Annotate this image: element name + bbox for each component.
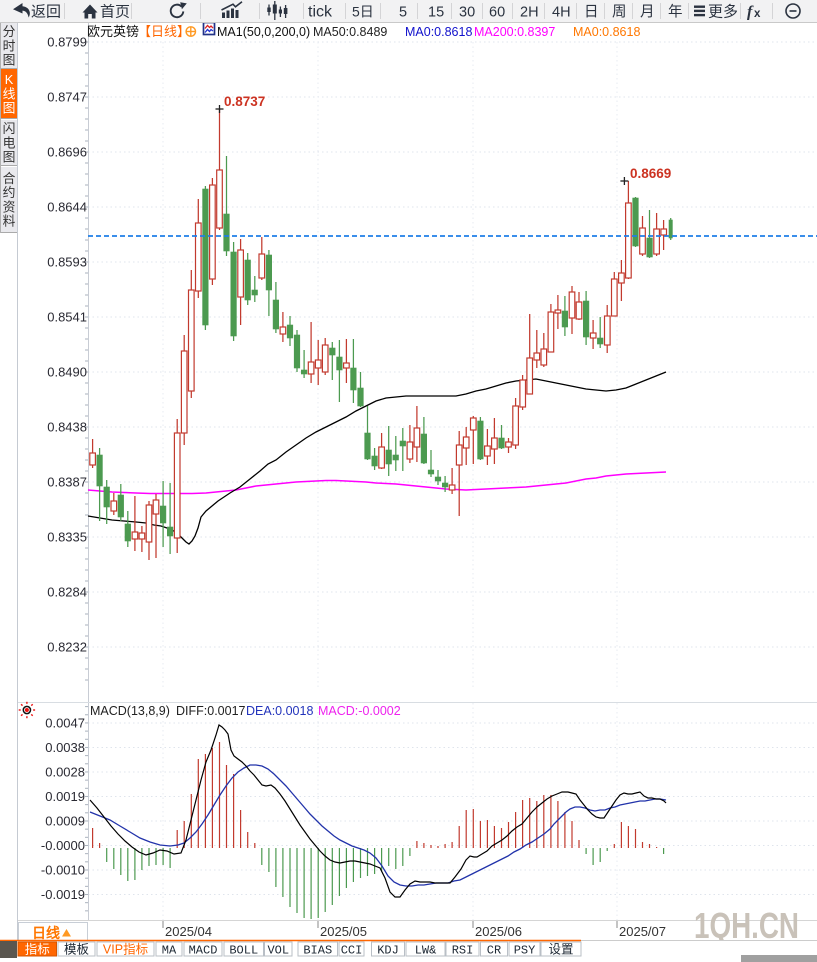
svg-text:MA0:0.8618: MA0:0.8618: [573, 25, 640, 39]
svg-text:分: 分: [3, 24, 16, 39]
svg-text:0.8593: 0.8593: [47, 255, 87, 270]
svg-text:0.8737: 0.8737: [224, 94, 265, 109]
svg-text:x: x: [754, 8, 761, 20]
svg-text:约: 约: [3, 185, 16, 200]
svg-text:0.0009: 0.0009: [45, 814, 85, 829]
svg-text:2025/06: 2025/06: [475, 924, 522, 939]
svg-text:KDJ: KDJ: [377, 944, 399, 958]
svg-text:日: 日: [584, 5, 599, 21]
svg-text:RSI: RSI: [452, 944, 474, 958]
svg-text:0.8799: 0.8799: [47, 35, 87, 50]
svg-text:线: 线: [3, 86, 16, 101]
svg-text:月: 月: [640, 5, 655, 21]
svg-text:0.8387: 0.8387: [47, 475, 87, 490]
svg-text:K: K: [5, 72, 14, 87]
svg-text:BOLL: BOLL: [229, 944, 258, 958]
svg-text:DEA:0.0018: DEA:0.0018: [246, 704, 313, 718]
svg-text:VIP指标: VIP指标: [103, 942, 148, 957]
svg-text:2025/07: 2025/07: [619, 924, 666, 939]
svg-text:更多: 更多: [708, 4, 738, 21]
svg-text:0.8747: 0.8747: [47, 90, 87, 105]
svg-text:返回: 返回: [31, 4, 61, 21]
svg-text:年: 年: [668, 4, 683, 21]
svg-text:CCI: CCI: [341, 944, 363, 958]
svg-text:MA200:0.8397: MA200:0.8397: [474, 25, 555, 39]
svg-text:时: 时: [3, 38, 16, 53]
svg-text:0.8335: 0.8335: [47, 530, 87, 545]
svg-text:图: 图: [3, 101, 16, 116]
svg-text:MACD:-0.0002: MACD:-0.0002: [318, 704, 401, 718]
svg-text:周: 周: [612, 5, 627, 21]
svg-text:图: 图: [3, 53, 16, 68]
svg-text:60: 60: [489, 5, 505, 21]
svg-text:VOL: VOL: [267, 944, 289, 958]
svg-text:0.8541: 0.8541: [47, 310, 87, 325]
svg-text:MA: MA: [162, 944, 177, 958]
svg-text:0.0028: 0.0028: [45, 765, 85, 780]
svg-text:-0.0019: -0.0019: [41, 887, 85, 902]
svg-text:欧元英镑: 欧元英镑: [87, 24, 139, 39]
svg-text:电: 电: [3, 135, 16, 150]
svg-text:2025/05: 2025/05: [320, 924, 367, 939]
svg-text:MACD: MACD: [189, 944, 218, 958]
svg-text:15: 15: [428, 5, 444, 21]
svg-text:0.8490: 0.8490: [47, 365, 87, 380]
svg-text:1QH.CN: 1QH.CN: [694, 905, 799, 946]
svg-text:资: 资: [3, 199, 16, 214]
svg-text:MACD(13,8,9): MACD(13,8,9): [90, 704, 170, 718]
svg-text:0.0019: 0.0019: [45, 789, 85, 804]
svg-text:MA50:0.8489: MA50:0.8489: [313, 25, 387, 39]
svg-text:0.8232: 0.8232: [47, 640, 87, 655]
svg-text:2025/04: 2025/04: [165, 924, 212, 939]
svg-text:PSY: PSY: [514, 944, 536, 958]
svg-text:-0.0000: -0.0000: [41, 838, 85, 853]
svg-text:模板: 模板: [64, 943, 90, 957]
svg-text:5日: 5日: [352, 4, 374, 20]
svg-text:LW&: LW&: [415, 944, 437, 958]
svg-text:f: f: [747, 4, 754, 21]
svg-text:5: 5: [399, 5, 407, 21]
svg-text:闪: 闪: [3, 121, 16, 136]
svg-text:0.8696: 0.8696: [47, 145, 87, 160]
svg-text:0.8284: 0.8284: [47, 585, 87, 600]
svg-text:DIFF:0.0017: DIFF:0.0017: [176, 704, 246, 718]
svg-text:0.8669: 0.8669: [630, 166, 671, 181]
svg-text:指标: 指标: [25, 942, 50, 957]
svg-text:MA0:0.8618: MA0:0.8618: [405, 25, 472, 39]
svg-text:-0.0010: -0.0010: [41, 863, 85, 878]
svg-text:tick: tick: [308, 4, 333, 21]
svg-text:0.8438: 0.8438: [47, 420, 87, 435]
svg-text:日线: 日线: [32, 925, 60, 941]
svg-text:【日线】: 【日线】: [138, 24, 190, 39]
svg-text:设置: 设置: [548, 942, 573, 957]
svg-text:BIAS: BIAS: [303, 944, 332, 958]
svg-text:料: 料: [3, 214, 16, 229]
svg-text:0.0038: 0.0038: [45, 740, 85, 755]
svg-text:图: 图: [3, 150, 16, 165]
svg-text:首页: 首页: [100, 4, 130, 21]
svg-text:0.8644: 0.8644: [47, 200, 87, 215]
svg-text:30: 30: [459, 5, 475, 21]
svg-text:4H: 4H: [552, 5, 571, 21]
svg-text:0.0047: 0.0047: [45, 716, 85, 731]
svg-text:MA1(50,0,200,0): MA1(50,0,200,0): [217, 25, 310, 39]
svg-text:2H: 2H: [520, 5, 539, 21]
svg-text:CR: CR: [487, 944, 501, 958]
svg-text:合: 合: [3, 171, 16, 186]
